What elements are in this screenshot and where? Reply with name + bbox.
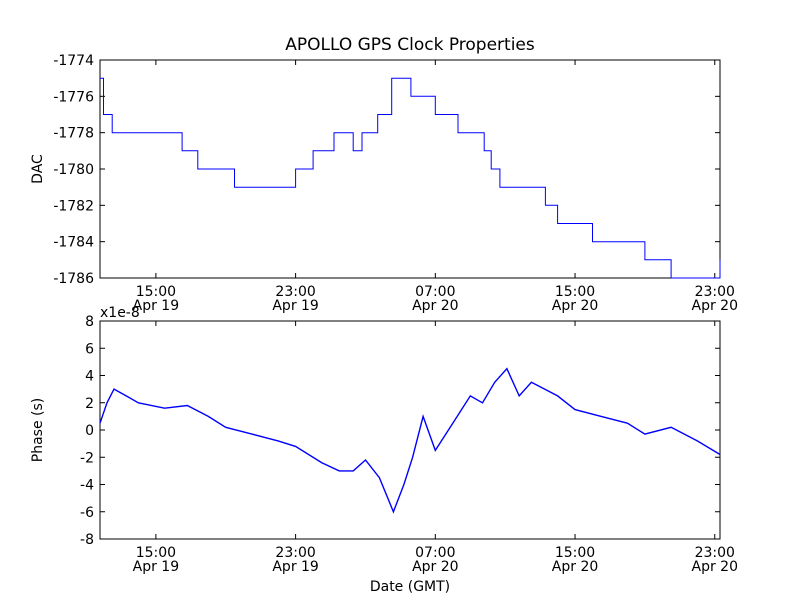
y-tick-label: -1784 bbox=[53, 235, 94, 251]
y-offset-label: x1e-8 bbox=[100, 305, 140, 321]
x-tick-date: Apr 20 bbox=[692, 298, 738, 314]
x-tick-date: Apr 19 bbox=[133, 559, 179, 575]
x-tick-date: Apr 20 bbox=[412, 298, 458, 314]
y-tick-label: -1782 bbox=[53, 198, 94, 214]
y-tick-label: 6 bbox=[85, 341, 94, 357]
x-tick-time: 15:00 bbox=[136, 545, 176, 561]
x-tick-time: 15:00 bbox=[136, 284, 176, 300]
y-tick-label: 0 bbox=[85, 423, 94, 439]
x-tick-date: Apr 20 bbox=[692, 559, 738, 575]
plot-frame bbox=[99, 320, 721, 540]
dac-panel: -1774 -1776 -1778 -1780 -1782 -1784 -1786 15:00… bbox=[30, 53, 738, 314]
y-tick-label: -4 bbox=[80, 478, 94, 494]
x-axis-label: Date (GMT) bbox=[370, 579, 450, 595]
y-tick-label: 2 bbox=[85, 396, 94, 412]
y-tick-label: 4 bbox=[85, 369, 94, 385]
x-tick-date: Apr 20 bbox=[412, 559, 458, 575]
x-tick-time: 15:00 bbox=[555, 284, 595, 300]
x-tick-time: 23:00 bbox=[275, 284, 315, 300]
x-tick-time: 23:00 bbox=[695, 284, 735, 300]
x-tick-date: Apr 20 bbox=[552, 559, 598, 575]
x-tick-time: 07:00 bbox=[415, 284, 455, 300]
x-tick-date: Apr 19 bbox=[272, 559, 318, 575]
y-axis-label: DAC bbox=[30, 154, 46, 184]
series-line bbox=[99, 367, 721, 514]
x-tick-date: Apr 19 bbox=[272, 298, 318, 314]
x-tick-time: 07:00 bbox=[415, 545, 455, 561]
x-tick-time: 23:00 bbox=[695, 545, 735, 561]
chart-title: APOLLO GPS Clock Properties bbox=[285, 35, 535, 55]
y-tick-label: -2 bbox=[80, 450, 94, 466]
y-tick-label: -1774 bbox=[53, 53, 94, 69]
y-tick-label: -6 bbox=[80, 505, 94, 521]
y-tick-label: -8 bbox=[80, 532, 94, 548]
plot-frame bbox=[99, 59, 721, 279]
y-tick-label: -1778 bbox=[53, 126, 94, 142]
y-tick-label: -1776 bbox=[53, 89, 94, 105]
x-tick-time: 23:00 bbox=[275, 545, 315, 561]
y-tick-label: -1786 bbox=[53, 271, 94, 287]
x-tick-time: 15:00 bbox=[555, 545, 595, 561]
y-tick-label: -1780 bbox=[53, 162, 94, 178]
y-tick-label: 8 bbox=[85, 314, 94, 330]
series-line bbox=[100, 77, 721, 279]
x-tick-date: Apr 19 bbox=[133, 298, 179, 314]
y-axis-label: Phase (s) bbox=[30, 398, 46, 462]
x-tick-date: Apr 20 bbox=[552, 298, 598, 314]
